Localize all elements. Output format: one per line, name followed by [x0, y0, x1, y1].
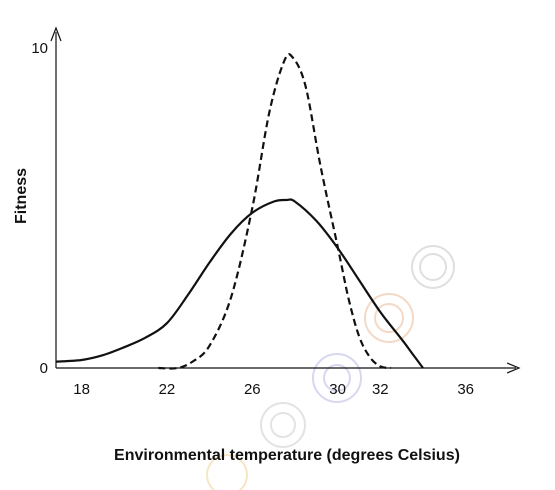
y-axis-label: Fitness	[13, 168, 30, 224]
watermark-seal-yellow	[206, 454, 248, 490]
x-axis-arrow-icon	[506, 362, 521, 374]
watermark-seal-orange	[364, 293, 414, 343]
watermark-seal-blue	[312, 353, 362, 403]
x-axis-label: Environmental temperature (degrees Celsi…	[114, 447, 460, 464]
x-tick-label: 32	[372, 381, 389, 398]
watermark-seal-grey-inner	[419, 253, 447, 281]
watermark-seal-grey	[411, 245, 455, 289]
series-lines	[55, 53, 424, 370]
y-tick-label: 0	[40, 360, 48, 377]
watermark-seal-orange-inner	[374, 303, 404, 333]
watermark-seal-grey-2-inner	[270, 412, 296, 438]
watermark-seal-grey-2	[260, 402, 306, 448]
x-tick-label: 36	[457, 381, 474, 398]
series-line-solid	[55, 198, 424, 369]
x-tick-label: 22	[159, 381, 176, 398]
series-line-dashed	[158, 53, 392, 370]
watermark-seal-blue-inner	[323, 364, 351, 392]
axes	[50, 26, 521, 374]
x-tick-label: 30	[329, 381, 346, 398]
tick-labels: 18 22 26 30 32 36 0 10	[31, 40, 474, 398]
watermark-seals	[206, 245, 455, 490]
x-tick-label: 18	[73, 381, 90, 398]
x-tick-label: 26	[244, 381, 261, 398]
y-axis-arrow-icon	[50, 26, 62, 42]
y-tick-label: 10	[31, 40, 48, 57]
